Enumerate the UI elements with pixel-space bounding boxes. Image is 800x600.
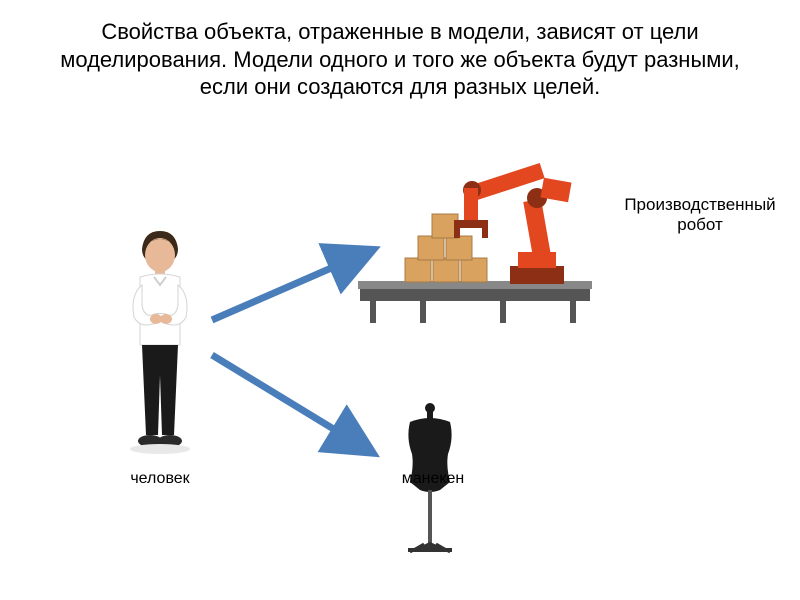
- arrows-layer: [0, 0, 800, 600]
- label-person: человек: [115, 470, 205, 488]
- page: Свойства объекта, отраженные в модели, з…: [0, 0, 800, 600]
- label-mannequin: манекен: [398, 470, 468, 488]
- label-robot-line2: робот: [610, 215, 790, 235]
- arrow-to-mannequin: [212, 355, 368, 450]
- label-robot: Производственный робот: [610, 195, 790, 235]
- label-robot-line1: Производственный: [610, 195, 790, 215]
- arrow-to-robot: [212, 252, 368, 320]
